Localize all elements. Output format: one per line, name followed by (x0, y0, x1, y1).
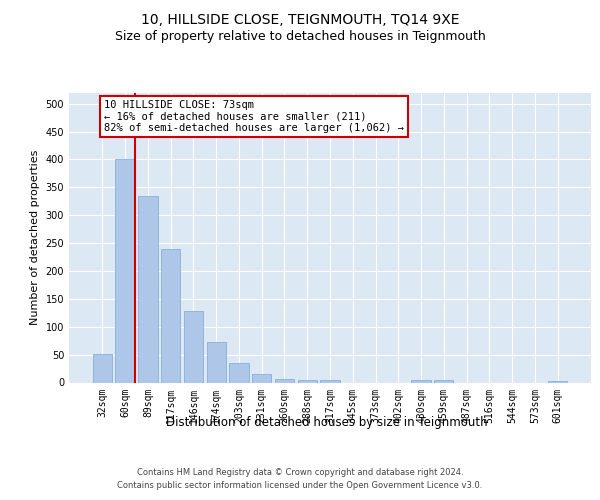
Bar (298, 380, 317, 382)
Bar (138, 196, 158, 382)
Bar (434, 380, 454, 382)
Text: Contains public sector information licensed under the Open Government Licence v3: Contains public sector information licen… (118, 480, 482, 490)
Text: Size of property relative to detached houses in Teignmouth: Size of property relative to detached ho… (115, 30, 485, 43)
Bar (115, 160, 135, 382)
Text: Distribution of detached houses by size in Teignmouth: Distribution of detached houses by size … (166, 416, 488, 429)
Bar (206, 342, 226, 382)
Bar (252, 374, 271, 382)
Bar (275, 378, 294, 382)
Bar (161, 248, 181, 382)
Text: 10, HILLSIDE CLOSE, TEIGNMOUTH, TQ14 9XE: 10, HILLSIDE CLOSE, TEIGNMOUTH, TQ14 9XE (141, 12, 459, 26)
Bar (184, 311, 203, 382)
Text: Contains HM Land Registry data © Crown copyright and database right 2024.: Contains HM Land Registry data © Crown c… (137, 468, 463, 477)
Bar (548, 381, 567, 382)
Bar (320, 380, 340, 382)
Bar (412, 380, 431, 382)
Y-axis label: Number of detached properties: Number of detached properties (30, 150, 40, 325)
Text: 10 HILLSIDE CLOSE: 73sqm
← 16% of detached houses are smaller (211)
82% of semi-: 10 HILLSIDE CLOSE: 73sqm ← 16% of detach… (104, 100, 404, 133)
Bar (93, 354, 112, 382)
Bar (229, 363, 248, 382)
